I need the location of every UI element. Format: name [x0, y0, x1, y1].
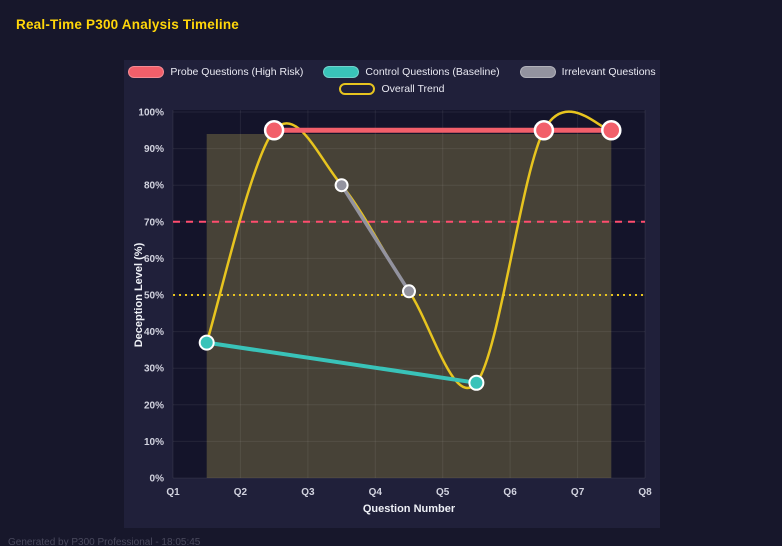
x-tick-label: Q8 — [638, 487, 652, 498]
y-tick-label: 20% — [144, 400, 164, 411]
legend-label-trend: Overall Trend — [381, 83, 445, 95]
x-tick-label: Q1 — [166, 487, 180, 498]
x-tick-label: Q7 — [571, 487, 585, 498]
series-line-2[interactable] — [339, 183, 411, 294]
x-axis-title: Question Number — [362, 503, 456, 515]
control-swatch-icon — [323, 66, 360, 78]
legend-label-control: Control Questions (Baseline) — [365, 66, 500, 78]
irrelevant-swatch-icon — [519, 66, 556, 78]
legend-item-irrelevant[interactable]: Irrelevant Questions — [519, 66, 656, 78]
series-line-1[interactable] — [204, 340, 479, 385]
x-tick-label: Q3 — [301, 487, 315, 498]
page-title: Real-Time P300 Analysis Timeline — [16, 17, 240, 32]
y-tick-label: 10% — [144, 437, 164, 448]
y-tick-label: 80% — [144, 181, 164, 192]
legend-row-2: Overall Trend — [339, 83, 445, 95]
chart-legend: Probe Questions (High Risk) Control Ques… — [124, 66, 660, 95]
legend-label-irrelevant: Irrelevant Questions — [561, 66, 656, 78]
highlight-band — [206, 134, 612, 478]
data-point-marker[interactable] — [601, 120, 622, 141]
legend-row-1: Probe Questions (High Risk) Control Ques… — [128, 66, 656, 78]
y-tick-label: 0% — [150, 474, 165, 485]
data-point-marker[interactable] — [533, 120, 555, 141]
y-tick-label: 30% — [144, 364, 164, 375]
data-point-marker[interactable] — [263, 120, 285, 141]
y-tick-label: 100% — [138, 108, 164, 119]
data-point-marker[interactable] — [198, 334, 215, 351]
data-point-marker[interactable] — [402, 284, 416, 299]
trend-swatch-icon — [339, 83, 376, 95]
y-tick-label: 70% — [144, 217, 164, 228]
x-tick-label: Q2 — [234, 487, 248, 498]
x-tick-label: Q4 — [369, 487, 383, 498]
legend-item-control[interactable]: Control Questions (Baseline) — [323, 66, 500, 78]
x-tick-label: Q5 — [436, 487, 450, 498]
probe-swatch-icon — [128, 66, 165, 78]
y-axis-title: Deception Level (%) — [133, 242, 145, 348]
footer-status-text: Generated by P300 Professional - 18:05:4… — [8, 537, 201, 546]
x-tick-label: Q6 — [503, 487, 517, 498]
legend-item-probe[interactable]: Probe Questions (High Risk) — [128, 66, 303, 78]
y-tick-label: 90% — [144, 144, 164, 155]
data-point-marker[interactable] — [334, 178, 349, 193]
y-tick-label: 50% — [144, 291, 164, 302]
legend-item-trend[interactable]: Overall Trend — [339, 83, 445, 95]
legend-label-probe: Probe Questions (High Risk) — [170, 66, 304, 78]
data-point-marker[interactable] — [468, 374, 485, 391]
y-tick-label: 60% — [144, 254, 164, 265]
y-tick-label: 40% — [144, 327, 164, 338]
